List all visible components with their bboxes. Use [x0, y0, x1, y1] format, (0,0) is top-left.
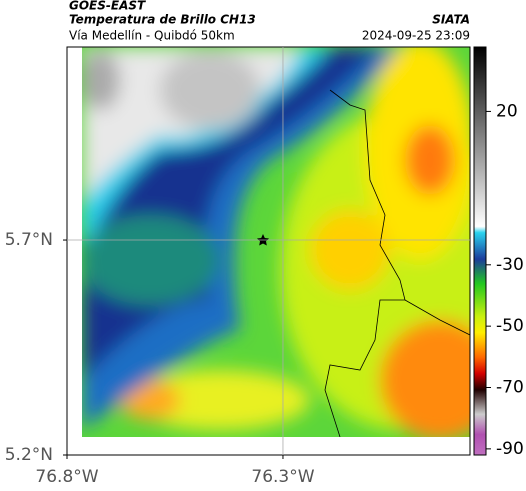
lat-tick-label: 5.2°N [5, 445, 53, 465]
lon-tick-label: 76.3°W [251, 467, 314, 487]
colorbar-tick-label: -90 [496, 439, 524, 459]
datetime: 2024-09-25 23:09 [362, 29, 470, 43]
subtitle: Vía Medellín - Quibdó 50km [69, 29, 235, 43]
lat-tick-label: 5.7°N [5, 230, 53, 250]
source: GOES-EAST [69, 0, 146, 13]
title: Temperatura de Brillo CH13 [69, 13, 256, 27]
agency: SIATA [432, 13, 470, 27]
imagery [82, 47, 470, 437]
colorbar [473, 46, 487, 456]
lon-tick-label: 76.8°W [35, 467, 98, 487]
colorbar-tick-label: 20 [496, 101, 518, 121]
colorbar-tick-label: -70 [496, 378, 524, 398]
map-frame [66, 46, 471, 456]
colorbar-tick-label: -50 [496, 316, 524, 336]
colorbar-tick-label: -30 [496, 255, 524, 275]
